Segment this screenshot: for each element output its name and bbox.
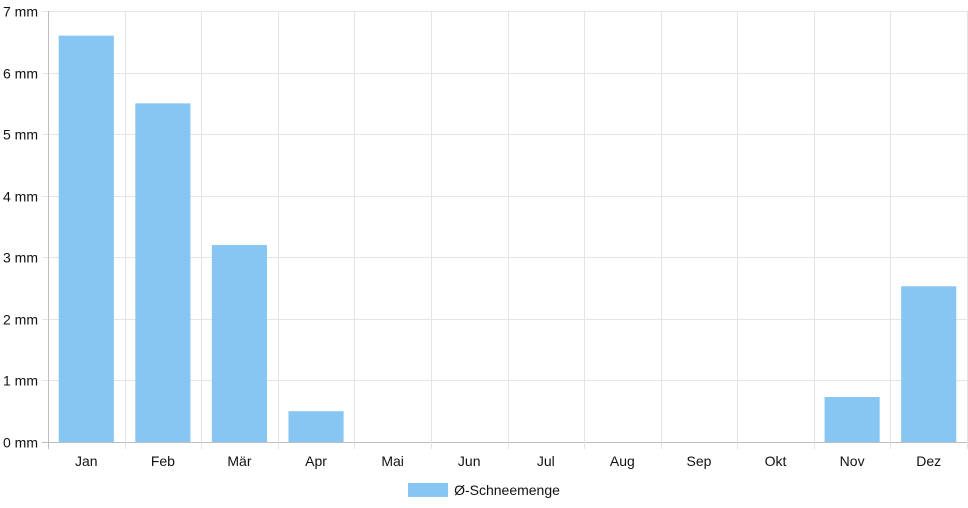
bar-mär <box>211 244 268 442</box>
y-tick-label: 5 mm <box>3 127 38 143</box>
x-tick-label: Nov <box>840 453 865 469</box>
y-tick-label: 4 mm <box>3 189 38 205</box>
x-tick-label: Dez <box>916 453 941 469</box>
y-tick-label: 3 mm <box>3 250 38 266</box>
x-tick-label: Feb <box>151 453 175 469</box>
x-tick-label: Apr <box>305 453 327 469</box>
x-tick-label: Aug <box>610 453 635 469</box>
x-tick-label: Jul <box>537 453 555 469</box>
bar-dez <box>901 286 957 442</box>
legend[interactable]: Ø-Schneemenge <box>0 480 968 500</box>
y-tick-label: 1 mm <box>3 373 38 389</box>
x-tick-label: Okt <box>765 453 787 469</box>
y-tick-label: 6 mm <box>3 66 38 82</box>
y-tick-label: 0 mm <box>3 435 38 451</box>
x-tick-label: Sep <box>686 453 711 469</box>
y-tick-label: 7 mm <box>3 4 38 20</box>
y-tick-label: 2 mm <box>3 312 38 328</box>
bar-jan <box>58 35 114 442</box>
x-tick-label: Mai <box>381 453 404 469</box>
legend-swatch <box>408 483 449 497</box>
x-tick-label: Jan <box>75 453 98 469</box>
bar-chart: 0 mm 1 mm 2 mm 3 mm 4 mm 5 mm 6 mm 7 mm Jan Feb Mä… <box>3 4 968 469</box>
bar-apr <box>288 411 344 442</box>
x-tick-label: Jun <box>458 453 481 469</box>
bar-nov <box>824 397 880 442</box>
legend-label: Ø-Schneemenge <box>454 482 560 498</box>
bar-feb <box>135 103 191 442</box>
x-tick-label: Mär <box>227 453 251 469</box>
